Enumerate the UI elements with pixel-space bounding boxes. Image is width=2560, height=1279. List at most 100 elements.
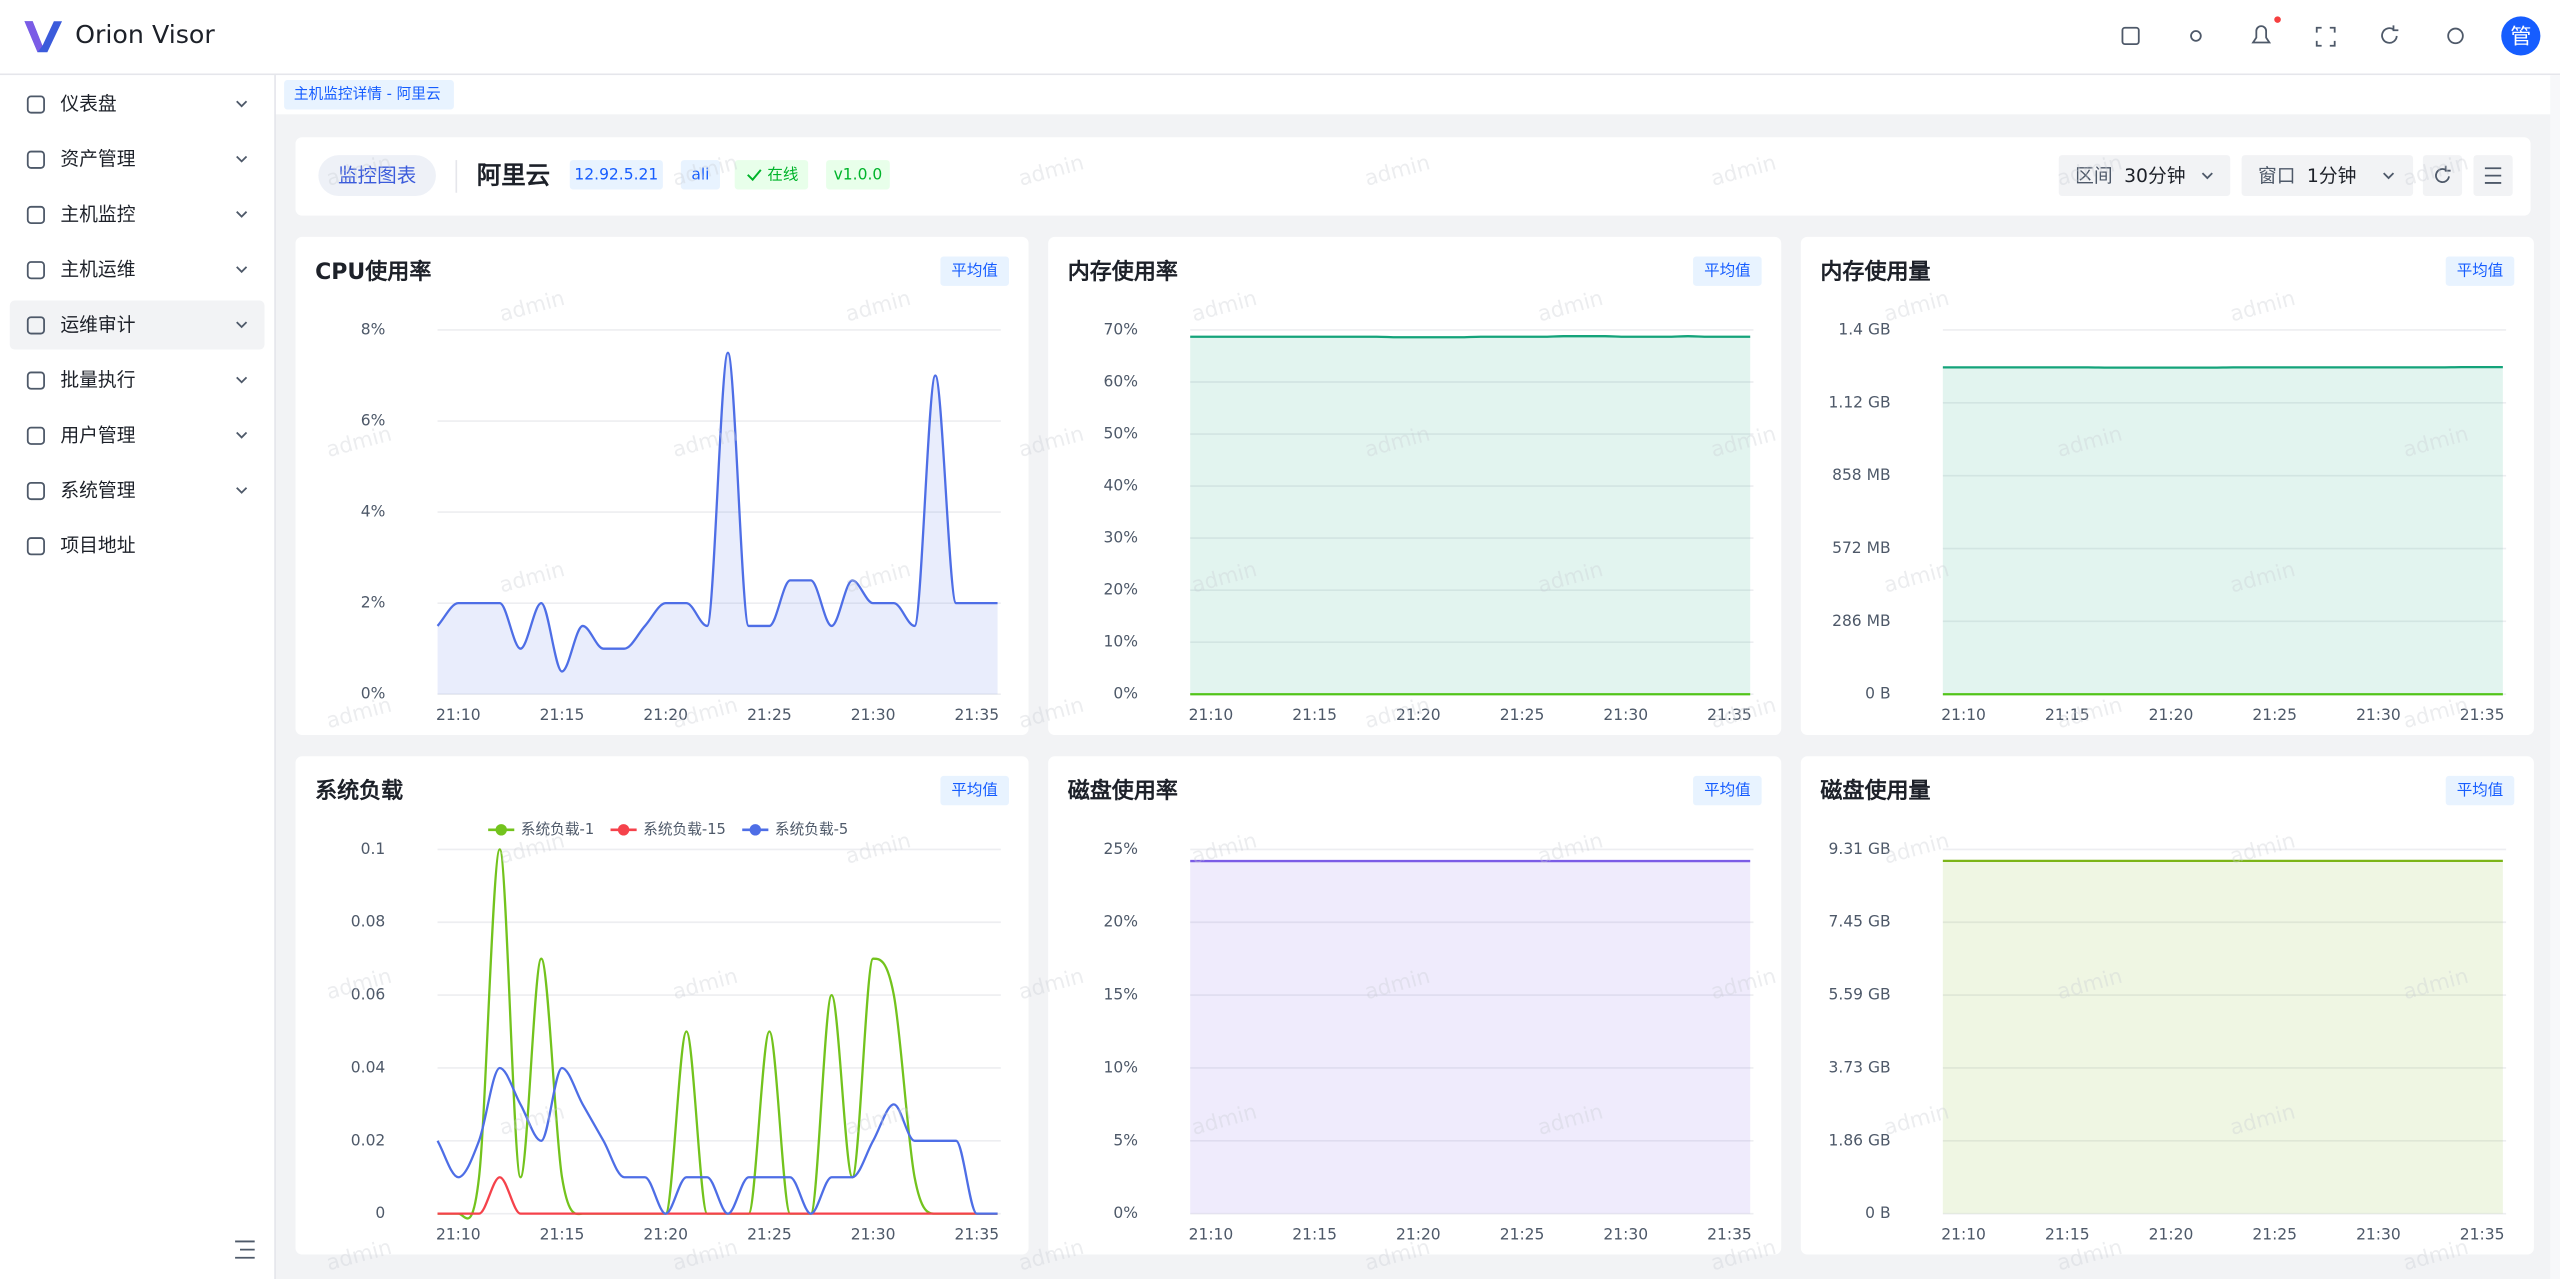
y-tick-label: 10% <box>1104 633 1138 651</box>
chart-card: 磁盘使用率平均值0%5%10%15%20%25%21:1021:1521:202… <box>1048 756 1781 1254</box>
average-tag-text: 平均值 <box>2457 262 2504 280</box>
x-tick-label: 21:25 <box>1500 706 1545 724</box>
x-tick-label: 21:25 <box>1500 1225 1545 1243</box>
address-text: 12.92.5.21 <box>574 165 658 183</box>
logo-text: Orion Visor <box>75 20 215 49</box>
x-tick-label: 21:30 <box>1603 1225 1648 1243</box>
x-tick-label: 21:10 <box>436 1225 481 1243</box>
x-tick-label: 21:15 <box>540 706 585 724</box>
tab-text: 主机监控详情 - 阿里云 <box>294 86 441 103</box>
legend-label[interactable]: 系统负载-15 <box>643 821 726 838</box>
y-tick-label: 858 MB <box>1832 466 1891 484</box>
x-tick-label: 21:20 <box>2149 706 2194 724</box>
x-tick-label: 21:15 <box>1292 1225 1337 1243</box>
header-bar <box>0 0 2560 74</box>
menu-item[interactable]: 主机运维 <box>60 259 135 281</box>
menu-item[interactable]: 仪表盘 <box>60 93 116 115</box>
chart-title: 内存使用率 <box>1068 259 1178 285</box>
y-tick-label: 15% <box>1104 986 1138 1004</box>
line <box>1943 367 2503 368</box>
menu-item[interactable]: 资产管理 <box>60 148 135 170</box>
average-tag-text: 平均值 <box>951 781 998 799</box>
y-tick-label: 50% <box>1104 425 1138 443</box>
y-tick-label: 0 B <box>1865 685 1890 703</box>
area <box>1190 336 1750 694</box>
y-tick-label: 3.73 GB <box>1829 1058 1891 1076</box>
chart-title: 磁盘使用率 <box>1068 778 1178 804</box>
tab-bar <box>276 75 2560 114</box>
x-tick-label: 21:25 <box>2252 706 2297 724</box>
legend-label[interactable]: 系统负载-5 <box>775 821 848 838</box>
y-tick-label: 40% <box>1104 477 1138 495</box>
x-tick-label: 21:30 <box>851 1225 896 1243</box>
scrollbar <box>2550 75 2560 1279</box>
x-tick-label: 21:10 <box>1189 1225 1234 1243</box>
y-tick-label: 10% <box>1104 1058 1138 1076</box>
y-tick-label: 70% <box>1104 320 1138 338</box>
range-value: 30分钟 <box>2124 165 2185 187</box>
average-tag-text: 平均值 <box>951 262 998 280</box>
y-tick-label: 8% <box>361 320 386 338</box>
y-tick-label: 20% <box>1104 581 1138 599</box>
legend-marker <box>496 824 507 835</box>
y-tick-label: 0% <box>1113 1204 1138 1222</box>
x-tick-label: 21:25 <box>2252 1225 2297 1243</box>
y-tick-label: 0.1 <box>361 840 386 858</box>
chart-title: 内存使用量 <box>1820 259 1930 285</box>
window-label: 窗口 <box>2258 165 2296 187</box>
y-tick-label: 1.12 GB <box>1829 393 1891 411</box>
x-tick-label: 21:20 <box>2149 1225 2194 1243</box>
y-tick-label: 60% <box>1104 372 1138 390</box>
menu-item[interactable]: 运维审计 <box>60 314 135 336</box>
menu-item[interactable]: 系统管理 <box>60 480 135 502</box>
x-tick-label: 21:10 <box>1941 1225 1986 1243</box>
menu-active-bg <box>10 301 265 350</box>
avatar-text: 管 <box>2510 25 2531 50</box>
chart-title: 系统负载 <box>315 778 403 804</box>
line <box>1190 336 1750 337</box>
x-tick-label: 21:35 <box>954 706 999 724</box>
x-tick-label: 21:10 <box>1189 706 1234 724</box>
chart-title: CPU使用率 <box>315 259 431 285</box>
x-tick-label: 21:20 <box>643 1225 688 1243</box>
average-tag-text: 平均值 <box>2457 781 2504 799</box>
x-tick-label: 21:10 <box>1941 706 1986 724</box>
average-tag-text: 平均值 <box>1704 262 1751 280</box>
area <box>1190 861 1750 1214</box>
sidebar <box>0 75 274 1279</box>
legend-marker <box>750 824 761 835</box>
host-name: 阿里云 <box>477 160 550 189</box>
y-tick-label: 7.45 GB <box>1829 913 1891 931</box>
y-tick-label: 5.59 GB <box>1829 986 1891 1004</box>
y-tick-label: 2% <box>361 594 386 612</box>
x-tick-label: 21:25 <box>747 706 792 724</box>
menu-item[interactable]: 项目地址 <box>60 535 135 557</box>
menu-item[interactable]: 用户管理 <box>60 424 135 446</box>
y-tick-label: 20% <box>1104 913 1138 931</box>
window-value: 1分钟 <box>2307 165 2356 187</box>
version-text: v1.0.0 <box>834 165 883 183</box>
y-tick-label: 4% <box>361 503 386 521</box>
y-tick-label: 25% <box>1104 840 1138 858</box>
x-tick-label: 21:30 <box>851 706 896 724</box>
menu-item[interactable]: 批量执行 <box>60 369 135 391</box>
y-tick-label: 0.08 <box>351 913 386 931</box>
y-tick-label: 0.04 <box>351 1058 386 1076</box>
chart-card: CPU使用率平均值0%2%4%6%8%21:1021:1521:2021:252… <box>296 237 1029 735</box>
y-tick-label: 0.02 <box>351 1131 386 1149</box>
average-tag-text: 平均值 <box>1704 781 1751 799</box>
chart-cards: CPU使用率平均值0%2%4%6%8%21:1021:1521:2021:252… <box>296 237 2534 1255</box>
x-tick-label: 21:10 <box>436 706 481 724</box>
menu-item[interactable]: 主机监控 <box>60 203 135 225</box>
y-tick-label: 286 MB <box>1832 612 1891 630</box>
x-tick-label: 21:35 <box>954 1225 999 1243</box>
y-tick-label: 572 MB <box>1832 539 1891 557</box>
y-tick-label: 0 B <box>1865 1204 1890 1222</box>
x-tick-label: 21:15 <box>1292 706 1337 724</box>
chart-title: 磁盘使用量 <box>1820 778 1930 804</box>
y-tick-label: 0% <box>1113 685 1138 703</box>
legend-marker <box>618 824 629 835</box>
notice-dot <box>2274 16 2281 23</box>
x-tick-label: 21:15 <box>540 1225 585 1243</box>
